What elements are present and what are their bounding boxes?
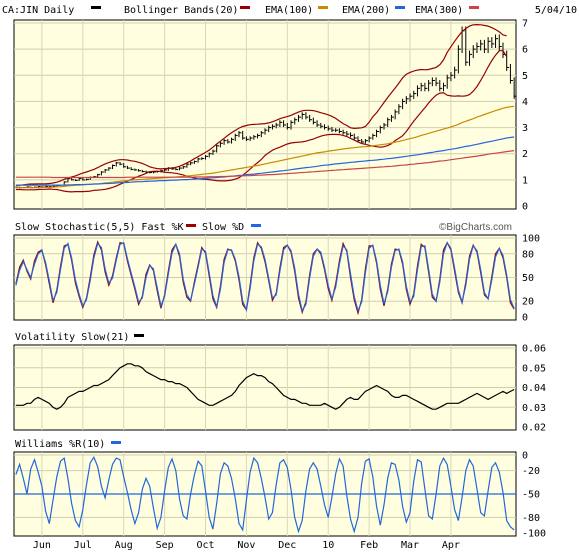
tick-labels: 0 1 2 3 4 5 6 7 0 20 50 80 100 0.02 0.03 0.04 0.05 0.06 0 -… [33, 19, 546, 552]
slowd-legend-label: Slow %D [202, 222, 244, 233]
price-y-tick-label: 6 [522, 45, 528, 56]
price-series-ema-200 [15, 136, 515, 186]
williams-series-williams-r-10 [15, 456, 515, 534]
stochastic-y-tick-label: 80 [522, 249, 534, 260]
price-y-tick-label: 5 [522, 71, 528, 82]
price-series-bollinger-upper [15, 23, 507, 186]
ema300-legend-label: EMA(300) [415, 5, 463, 16]
volatility-y-tick-label: 0.06 [522, 344, 546, 355]
bollinger-legend-swatch [240, 6, 250, 9]
williams-legend-swatch [111, 441, 121, 444]
x-tick-label: Jul [74, 540, 92, 551]
ema200-legend-swatch [395, 6, 405, 9]
volatility-series-volatility-slow-21 [15, 363, 515, 410]
stochastic-legend-label: Slow Stochastic(5,5) Fast %K [15, 222, 184, 233]
price-series-bollinger-lower [15, 50, 508, 193]
stochastic-y-tick-label: 100 [522, 234, 540, 245]
ema200-legend-label: EMA(200) [342, 5, 390, 16]
x-tick-label: 10 [322, 540, 334, 551]
symbol-label: CA:JIN Daily [2, 5, 74, 16]
x-tick-label: Jun [33, 540, 51, 551]
x-tick-label: Mar [401, 540, 419, 551]
price-y-tick-label: 4 [522, 97, 528, 108]
price-legend: CA:JIN Daily Bollinger Bands(20) EMA(100… [2, 5, 577, 16]
fastk-legend-swatch [186, 224, 196, 227]
volatility-y-tick-label: 0.02 [522, 423, 546, 434]
stochastic-y-tick-label: 0 [522, 313, 528, 324]
x-tick-label: Feb [360, 540, 378, 551]
volatility-legend: Volatility Slow(21) [15, 332, 144, 343]
x-tick-label: Apr [442, 540, 460, 551]
series-layer [15, 23, 517, 534]
x-tick-label: Nov [237, 540, 255, 551]
volatility-y-tick-label: 0.04 [522, 383, 546, 394]
x-tick-label: Aug [115, 540, 133, 551]
price-series-ema-300 [15, 150, 515, 179]
x-tick-label: Dec [278, 540, 296, 551]
x-tick-label: Oct [196, 540, 214, 551]
williams-legend-label: Williams %R(10) [15, 439, 105, 450]
price-legend-swatch [91, 6, 101, 9]
williams-y-tick-label: 0 [522, 451, 528, 462]
price-y-tick-label: 2 [522, 149, 528, 160]
williams-y-tick-label: -50 [522, 490, 540, 501]
ema100-legend-label: EMA(100) [265, 5, 313, 16]
volatility-legend-swatch [134, 334, 144, 337]
williams-y-tick-label: -100 [522, 529, 546, 540]
price-y-tick-label: 1 [522, 175, 528, 186]
volatility-y-tick-label: 0.05 [522, 363, 546, 374]
stochastic-y-tick-label: 20 [522, 297, 534, 308]
volatility-legend-label: Volatility Slow(21) [15, 332, 129, 343]
bigcharts-watermark: ©BigCharts.com [439, 222, 512, 233]
price-y-tick-label: 0 [522, 202, 528, 213]
chart-date: 5/04/10 [535, 5, 577, 16]
price-y-tick-label: 7 [522, 19, 528, 30]
stochastic-series-slow-d [15, 241, 515, 313]
price-y-tick-label: 3 [522, 123, 528, 134]
ema300-legend-swatch [469, 6, 479, 9]
williams-y-tick-label: -80 [522, 513, 540, 524]
ema100-legend-swatch [318, 6, 328, 9]
williams-legend: Williams %R(10) [15, 439, 121, 450]
volatility-y-tick-label: 0.03 [522, 403, 546, 414]
price-panel [13, 19, 517, 210]
stochastic-legend: Slow Stochastic(5,5) Fast %K Slow %D ©Bi… [15, 222, 512, 233]
stochastic-y-tick-label: 50 [522, 273, 534, 284]
williams-y-tick-label: -20 [522, 466, 540, 477]
slowd-legend-swatch [251, 224, 261, 227]
x-tick-label: Sep [156, 540, 174, 551]
bollinger-legend-label: Bollinger Bands(20) [124, 5, 238, 16]
